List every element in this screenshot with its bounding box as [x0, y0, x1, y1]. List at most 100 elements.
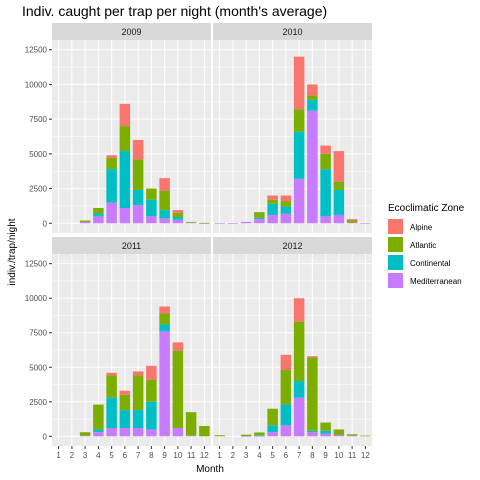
bar-mediterranean-2009-month-4	[93, 216, 104, 224]
bar-atlantic-2011-month-5	[106, 375, 117, 398]
legend-key-continental	[388, 255, 403, 270]
bar-mediterranean-2012-month-11	[346, 435, 358, 437]
bar-mediterranean-2010-month-5	[267, 214, 278, 224]
x-tick-label: 7	[136, 451, 141, 460]
bar-mediterranean-2009-month-6	[119, 208, 131, 224]
bar-mediterranean-2010-month-7	[293, 178, 305, 224]
facet-strip	[213, 23, 372, 40]
x-tick-label: 4	[96, 451, 101, 460]
bar-continental-2012-month-5	[267, 425, 278, 433]
y-tick-label: 12500	[25, 260, 48, 269]
bar-alpine-2009-month-5	[106, 155, 117, 159]
bar-alpine-2012-month-8	[307, 356, 318, 358]
bar-atlantic-2009-month-5	[106, 158, 117, 170]
bar-atlantic-2009-month-7	[132, 159, 144, 190]
bar-alpine-2010-month-9	[320, 145, 331, 154]
bar-mediterranean-2012-month-9	[320, 433, 331, 437]
bar-atlantic-2009-month-9	[159, 190, 170, 211]
bar-mediterranean-2012-month-10	[333, 434, 345, 437]
legend-label-atlantic: Atlantic	[410, 241, 436, 250]
bar-atlantic-2012-month-8	[307, 357, 318, 431]
bar-mediterranean-2010-month-12	[360, 223, 371, 224]
bar-mediterranean-2012-month-8	[307, 432, 318, 437]
bar-atlantic-2010-month-11	[346, 220, 358, 223]
y-axis-title: indiv./trap/night	[7, 218, 18, 285]
bar-continental-2010-month-10	[333, 189, 345, 215]
bar-continental-2010-month-8	[307, 99, 318, 111]
facet-strip	[52, 237, 211, 254]
bar-mediterranean-2010-month-4	[254, 219, 265, 224]
x-tick-label: 8	[149, 451, 154, 460]
bar-atlantic-2010-month-9	[320, 153, 331, 170]
y-tick-label: 0	[43, 432, 48, 441]
bar-continental-2011-month-9	[159, 324, 170, 332]
x-tick-label: 9	[162, 451, 167, 460]
bar-atlantic-2012-month-6	[280, 370, 292, 405]
x-tick-label: 6	[284, 451, 289, 460]
bar-continental-2012-month-8	[307, 430, 318, 433]
x-tick-label: 1	[217, 451, 222, 460]
bar-atlantic-2011-month-12	[199, 425, 210, 437]
bar-mediterranean-2011-month-3	[79, 435, 91, 437]
bar-continental-2011-month-8	[146, 401, 157, 430]
bar-alpine-2011-month-5	[106, 372, 117, 376]
bar-mediterranean-2009-month-11	[185, 222, 197, 224]
bar-mediterranean-2011-month-4	[93, 432, 104, 437]
bar-alpine-2011-month-7	[132, 371, 144, 376]
x-tick-label: 2	[231, 451, 236, 460]
bar-alpine-2009-month-10	[172, 210, 184, 213]
bar-alpine-2011-month-9	[159, 306, 170, 314]
bar-continental-2012-month-7	[293, 381, 305, 398]
bar-alpine-2011-month-6	[119, 390, 131, 395]
legend-title: Ecoclimatic Zone	[388, 203, 465, 214]
bar-atlantic-2011-month-11	[185, 412, 197, 436]
bar-atlantic-2010-month-7	[293, 109, 305, 132]
bar-alpine-2010-month-6	[280, 195, 292, 202]
bar-atlantic-2009-month-10	[172, 212, 184, 218]
bar-continental-2009-month-8	[146, 199, 157, 217]
x-tick-label: 4	[257, 451, 262, 460]
bar-continental-2009-month-9	[159, 210, 170, 219]
bar-mediterranean-2011-month-7	[132, 428, 144, 437]
bar-atlantic-2012-month-7	[293, 321, 305, 382]
bar-continental-2011-month-4	[93, 429, 104, 433]
bar-atlantic-2010-month-6	[280, 201, 292, 207]
bar-alpine-2012-month-6	[280, 354, 292, 371]
y-tick-label: 2500	[29, 398, 47, 407]
bar-continental-2010-month-6	[280, 206, 292, 214]
x-tick-label: 5	[270, 451, 275, 460]
y-tick-label: 10000	[25, 294, 48, 303]
x-tick-label: 7	[297, 451, 302, 460]
legend-label-alpine: Alpine	[410, 223, 433, 232]
bar-alpine-2009-month-6	[119, 103, 131, 127]
y-tick-label: 5000	[29, 363, 47, 372]
y-tick-label: 7500	[29, 329, 47, 338]
bar-continental-2012-month-4	[254, 435, 265, 436]
bar-mediterranean-2012-month-3	[240, 436, 252, 437]
bar-atlantic-2009-month-6	[119, 126, 131, 152]
bar-continental-2010-month-5	[267, 203, 278, 215]
x-tick-label: 5	[109, 451, 114, 460]
x-tick-label: 1	[56, 451, 61, 460]
x-tick-label: 11	[187, 451, 196, 460]
chart-title: Indiv. caught per trap per night (month'…	[22, 3, 327, 19]
bar-continental-2012-month-9	[320, 430, 331, 434]
bar-atlantic-2012-month-11	[346, 434, 358, 436]
y-tick-label: 12500	[25, 46, 48, 55]
bar-mediterranean-2010-month-8	[307, 110, 318, 224]
bar-atlantic-2009-month-3	[79, 220, 91, 222]
bar-atlantic-2011-month-4	[93, 404, 104, 430]
bar-atlantic-2012-month-4	[254, 432, 265, 436]
bar-mediterranean-2012-month-4	[254, 435, 265, 437]
bar-atlantic-2009-month-8	[146, 188, 157, 200]
bar-alpine-2010-month-5	[267, 195, 278, 200]
bar-atlantic-2012-month-12	[360, 435, 371, 437]
legend-key-mediterranean	[388, 273, 403, 288]
bar-atlantic-2009-month-11	[185, 221, 197, 223]
bar-atlantic-2012-month-3	[240, 434, 252, 437]
legend-label-continental: Continental	[410, 259, 451, 268]
bar-continental-2010-month-7	[293, 131, 305, 179]
bar-alpine-2009-month-9	[159, 178, 170, 191]
bar-atlantic-2011-month-8	[146, 379, 157, 402]
